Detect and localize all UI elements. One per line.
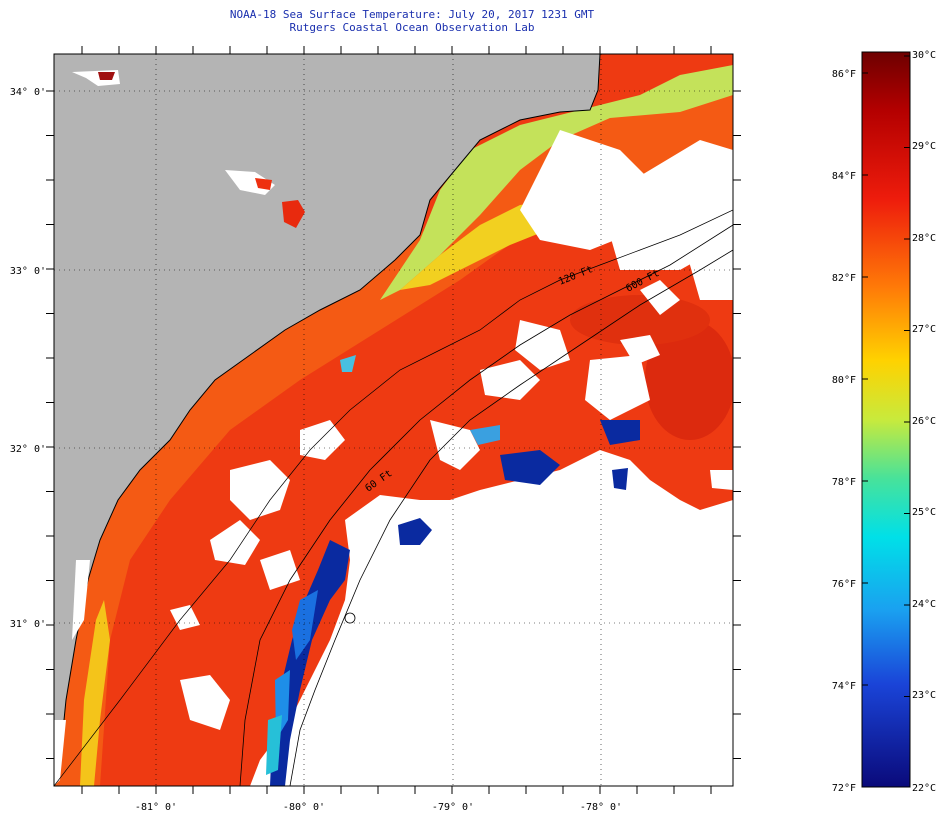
fahrenheit-label: 82°F [832, 273, 856, 284]
title-line-1: NOAA-18 Sea Surface Temperature: July 20… [229, 8, 595, 21]
fahrenheit-label: 74°F [832, 681, 856, 692]
fahrenheit-label: 78°F [832, 477, 856, 488]
cold-upwelling [270, 540, 350, 786]
lon-label: -78° 0' [580, 802, 622, 813]
inland-lake [282, 200, 305, 228]
land [54, 54, 600, 786]
celsius-label: 26°C [912, 416, 936, 427]
celsius-label: 29°C [912, 141, 936, 152]
coastline [59, 54, 601, 761]
celsius-label: 30°C [912, 50, 936, 61]
fahrenheit-label: 84°F [832, 171, 856, 182]
celsius-label: 23°C [912, 690, 936, 701]
cloud-patch [230, 460, 290, 520]
isobath-120ft [239, 224, 733, 786]
fahrenheit-label: 86°F [832, 69, 856, 80]
colorbar [861, 51, 911, 788]
celsius-label: 28°C [912, 233, 936, 244]
fahrenheit-label: 72°F [832, 783, 856, 794]
lat-label: 32° 0' [10, 444, 46, 455]
lat-label: 33° 0' [10, 266, 46, 277]
coastal-cool-band [380, 65, 733, 300]
lat-label: 34° 0' [10, 87, 46, 98]
axis-ticks [46, 46, 741, 794]
isobath-60ft [54, 209, 733, 786]
lon-label: -80° 0' [283, 802, 325, 813]
celsius-label: 22°C [912, 783, 936, 794]
lon-label: -79° 0' [432, 802, 474, 813]
celsius-label: 25°C [912, 507, 936, 518]
lon-label: -81° 0' [135, 802, 177, 813]
lat-label: 31° 0' [10, 619, 46, 630]
fahrenheit-label: 80°F [832, 375, 856, 386]
map-frame [53, 53, 734, 787]
fahrenheit-label: 76°F [832, 579, 856, 590]
title-line-2: Rutgers Coastal Ocean Observation Lab [289, 21, 535, 34]
celsius-label: 27°C [912, 324, 936, 335]
celsius-label: 24°C [912, 599, 936, 610]
no-data-region [250, 450, 733, 786]
isobath-600ft [289, 249, 733, 786]
